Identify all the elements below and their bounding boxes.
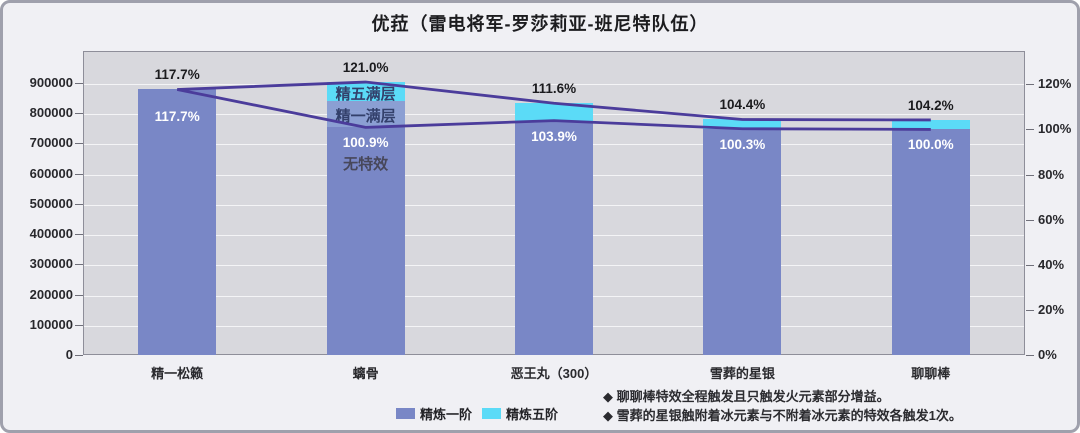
category-label: 精一松籁 — [151, 366, 204, 381]
bar-segment-精炼五阶 — [703, 119, 782, 129]
axis-tickmark-right — [1026, 355, 1034, 356]
y-axis-label-right: 40% — [1038, 256, 1065, 272]
bar-segment-精炼一阶 — [891, 129, 970, 355]
bar-segment-精炼五阶 — [891, 119, 970, 130]
footnote-2: ◆ 雪葬的星银触附着冰元素与不附着冰元素的特效各触发1次。 — [603, 408, 962, 423]
y-axis-label-right: 60% — [1038, 211, 1065, 227]
axis-tickmark-right — [1026, 264, 1034, 266]
y-axis-label-left: 900000 — [29, 75, 73, 90]
axis-tickmark-left — [75, 203, 83, 205]
axis-tickmark-left — [75, 264, 83, 266]
y-axis-label-left: 300000 — [29, 256, 73, 272]
bar-segment-精炼一阶 — [515, 120, 593, 355]
category-label: 恶王丸（300） — [510, 366, 598, 381]
axis-tickmark-left — [75, 355, 83, 356]
legend-item-r1: 精炼一阶 — [396, 404, 472, 423]
bar-label-above: 104.4% — [719, 97, 766, 113]
bar-annotation-r5-max: 精五满层 — [335, 85, 396, 103]
axis-tickmark-left — [75, 173, 83, 175]
bar-label-inside: 103.9% — [531, 128, 577, 144]
y-axis-label-left: 0 — [65, 347, 73, 362]
axis-tickmark-left — [75, 113, 83, 115]
bar-segment-精炼一阶 — [138, 89, 217, 355]
y-axis-label-right: 120% — [1038, 76, 1072, 92]
legend-label-r1: 精炼一阶 — [420, 407, 473, 422]
axis-tickmark-left — [75, 83, 83, 84]
axis-tickmark-right — [1026, 84, 1034, 86]
footnotes: ◆ 聊聊棒特效全程触发且只触发火元素部分增益。 ◆ 雪葬的星银触附着冰元素与不附… — [603, 387, 1073, 425]
bar-label-above: 121.0% — [342, 60, 389, 76]
bar-annotation-r1-max: 精一满层 — [335, 108, 396, 126]
axis-tickmark-left — [75, 324, 83, 326]
bar-label-inside: 117.7% — [154, 109, 200, 125]
bar-annotation-no-passive: 无特效 — [343, 156, 389, 174]
bar-segment-精炼五阶 — [326, 82, 405, 102]
bar-segment-精炼一阶 — [326, 127, 405, 355]
trend-line-精一满层/无特效 — [176, 88, 931, 131]
legend-swatch-r1-icon — [396, 408, 415, 419]
y-axis-label-left: 800000 — [29, 105, 73, 121]
category-label: 聊聊棒 — [911, 366, 951, 381]
bar-label-inside: 100.9% — [342, 135, 389, 151]
legend-swatch-r5-icon — [482, 408, 502, 419]
axis-tickmark-left — [75, 143, 83, 145]
y-axis-label-left: 400000 — [29, 226, 73, 242]
bar-segment-精炼五阶 — [515, 103, 593, 121]
legend-item-r5: 精炼五阶 — [482, 404, 558, 423]
bar-label-above: 104.2% — [907, 97, 954, 113]
y-axis-label-left: 500000 — [29, 195, 73, 211]
legend: 精炼一阶 精炼五阶 — [396, 404, 558, 423]
bar-label-inside: 100.0% — [907, 137, 954, 153]
y-axis-label-left: 100000 — [29, 316, 73, 332]
y-axis-label-right: 20% — [1038, 301, 1065, 317]
trend-lines — [176, 80, 931, 131]
bar-label-above: 117.7% — [154, 67, 200, 83]
axis-tickmark-right — [1026, 129, 1034, 131]
chart-title: 优菈（雷电将军-罗莎莉亚-班尼特队伍） — [371, 14, 709, 34]
axis-tickmark-left — [75, 294, 83, 296]
y-axis-label-left: 600000 — [29, 165, 73, 181]
axis-tickmark-left — [75, 234, 83, 236]
axis-tickmark-right — [1026, 219, 1034, 221]
y-axis-label-right: 0% — [1038, 347, 1057, 362]
axis-tickmark-right — [1026, 174, 1034, 176]
legend-label-r5: 精炼五阶 — [506, 407, 559, 422]
axis-tickmark-right — [1026, 309, 1034, 311]
grid-line — [84, 84, 1024, 85]
bar-label-above: 111.6% — [531, 81, 577, 97]
footnote-1: ◆ 聊聊棒特效全程触发且只触发火元素部分增益。 — [603, 389, 890, 404]
y-axis-label-left: 200000 — [29, 286, 73, 302]
category-label: 螭骨 — [352, 366, 379, 381]
trend-line-精五满层 — [177, 80, 931, 122]
bar-segment-精炼一阶 — [703, 128, 782, 355]
y-axis-label-right: 100% — [1038, 121, 1072, 137]
y-axis-label-left: 700000 — [29, 135, 73, 151]
bar-label-inside: 100.3% — [719, 136, 766, 152]
y-axis-label-right: 80% — [1038, 166, 1065, 182]
category-label: 雪葬的星银 — [709, 366, 775, 381]
